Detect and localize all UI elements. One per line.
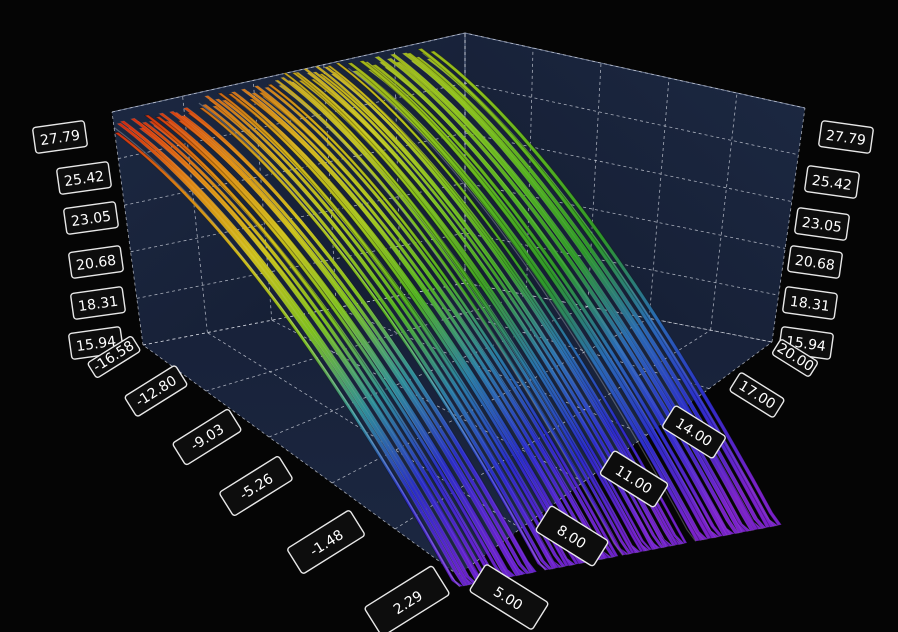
y-tick-label-left: 27.79 bbox=[32, 121, 87, 154]
y-tick-label-right: 25.42 bbox=[804, 166, 859, 199]
x-tick-label: -1.48 bbox=[287, 510, 366, 575]
y-tick-label-right: 23.05 bbox=[794, 208, 849, 241]
y-tick-label-left: 23.05 bbox=[63, 202, 118, 235]
y-tick-label-left: 20.68 bbox=[68, 246, 123, 279]
y-tick-label-right: 20.68 bbox=[787, 246, 842, 279]
x-tick-label: -12.80 bbox=[124, 365, 188, 417]
y-tick-label-right: 18.31 bbox=[782, 287, 837, 320]
y-tick-label-left: 25.42 bbox=[56, 162, 111, 195]
y-tick-label-right: 27.79 bbox=[818, 121, 873, 154]
y-tick-label-left: 18.31 bbox=[70, 287, 125, 320]
x-tick-label: -5.26 bbox=[219, 456, 293, 517]
z-tick-label: 17.00 bbox=[729, 372, 785, 418]
x-tick-label: 2.29 bbox=[364, 565, 450, 632]
x-tick-label: -9.03 bbox=[172, 408, 242, 465]
